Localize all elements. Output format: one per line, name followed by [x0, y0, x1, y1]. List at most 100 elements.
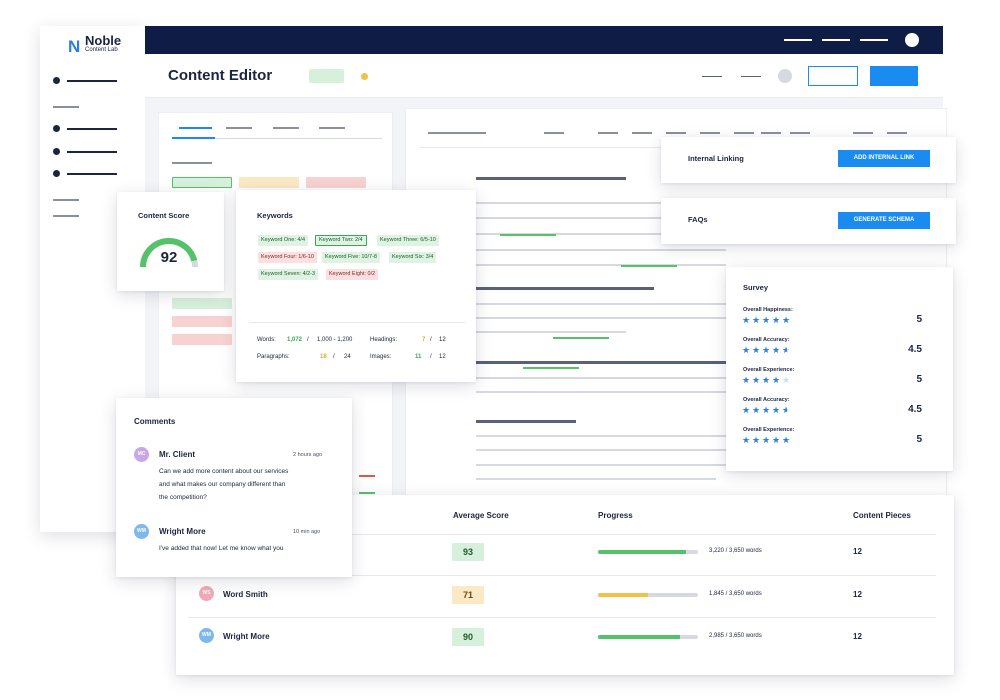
nav-bullet-icon — [53, 170, 60, 177]
toolbar-item[interactable] — [700, 132, 720, 134]
star-fill: ★ — [782, 346, 787, 355]
star-fill: ★ — [762, 346, 771, 355]
term-tag[interactable] — [239, 177, 299, 188]
stat-separator: / — [430, 354, 432, 360]
row-avatar: WS — [199, 586, 214, 601]
page-title: Content Editor — [168, 67, 273, 84]
keyword-chip[interactable]: Keyword Six: 3/4 — [389, 252, 437, 263]
tab[interactable] — [319, 127, 345, 129]
stat-separator: / — [333, 354, 335, 360]
stat-separator: / — [430, 337, 432, 343]
star-icon: ★ ★ — [772, 435, 781, 445]
term-tag[interactable] — [172, 298, 232, 309]
toolbar-item[interactable] — [790, 132, 810, 134]
secondary-button[interactable] — [808, 66, 858, 86]
topbar-link[interactable] — [784, 39, 812, 41]
sidebar-item-1[interactable] — [67, 80, 117, 82]
keyword-chip[interactable]: Keyword Eight: 0/2 — [326, 269, 379, 280]
tab[interactable] — [226, 127, 252, 129]
doc-heading — [476, 361, 726, 364]
profile-avatar[interactable] — [905, 33, 919, 47]
doc-text-line — [476, 377, 726, 379]
star-fill: ★ — [762, 316, 771, 325]
tab-active[interactable] — [179, 127, 212, 129]
toolbar-item[interactable] — [632, 132, 652, 134]
doc-text-line — [476, 449, 726, 451]
content-score-card: Content Score 92 — [117, 192, 224, 291]
star-icon: ★ ★ — [782, 435, 791, 445]
progress-fill — [598, 635, 680, 639]
headings-value: 7 — [422, 337, 426, 343]
row-name: Wright More — [223, 632, 270, 641]
keyword-chip[interactable]: Keyword Three: 6/5-10 — [377, 235, 439, 246]
header-link[interactable] — [741, 76, 761, 77]
star-fill: ★ — [762, 436, 771, 445]
images-value: 11 — [415, 354, 422, 360]
keyword-chip[interactable]: Keyword Five: 10/7-8 — [322, 252, 380, 263]
doc-text-line — [476, 217, 726, 219]
topbar-link[interactable] — [822, 39, 850, 41]
toolbar-item[interactable] — [428, 132, 486, 134]
star-fill: ★ — [742, 316, 751, 325]
comment-author: Wright More — [159, 527, 206, 536]
term-tag[interactable] — [306, 177, 366, 188]
words-label: Words: — [257, 337, 276, 343]
column-header-pieces[interactable]: Content Pieces — [853, 511, 911, 520]
doc-heading — [476, 177, 626, 180]
term-tag[interactable] — [172, 177, 232, 188]
column-header-score[interactable]: Average Score — [453, 511, 509, 520]
logo-icon: N — [68, 37, 81, 56]
content-score-value: 92 — [160, 249, 178, 266]
header-link[interactable] — [702, 76, 722, 77]
table-row[interactable] — [176, 621, 954, 657]
star-icon: ★ ★ — [742, 435, 751, 445]
sidebar-item-2[interactable] — [53, 106, 79, 108]
content-score-label: Content Score — [138, 211, 190, 220]
keyword-chip[interactable]: Keyword Seven: 4/2-3 — [258, 269, 319, 280]
sidebar-item-7[interactable] — [53, 215, 79, 217]
logo-name: Noble — [85, 33, 122, 48]
toolbar-item[interactable] — [887, 132, 907, 134]
keyword-chip[interactable]: Keyword Two: 2/4 — [315, 235, 367, 246]
keyword-chip[interactable]: Keyword One: 4/4 — [258, 235, 309, 246]
tab[interactable] — [273, 127, 299, 129]
star-fill: ★ — [782, 406, 787, 415]
toolbar-item[interactable] — [761, 132, 781, 134]
keywords-card: Keywords Words: 1,072 / 1,000 - 1,200 He… — [236, 190, 476, 382]
star-icon: ★ ★ — [762, 405, 771, 415]
star-fill: ★ — [752, 346, 761, 355]
paragraphs-target: 24 — [344, 354, 351, 360]
content-pieces-count: 12 — [853, 547, 862, 556]
generate-schema-button[interactable]: GENERATE SCHEMA — [838, 212, 930, 229]
toolbar-item[interactable] — [853, 132, 873, 134]
star-rating: ★ ★ ★ ★ ★ ★ ★ ★ ★ ★ — [742, 316, 791, 325]
faqs-label: FAQs — [688, 215, 708, 224]
nav-bullet-icon — [53, 125, 60, 132]
comment-text: I've added that now! Let me know what yo… — [159, 545, 284, 552]
table-row[interactable] — [176, 579, 954, 615]
sidebar-item-4[interactable] — [67, 151, 117, 153]
primary-button[interactable] — [870, 66, 918, 86]
toolbar-item[interactable] — [734, 132, 754, 134]
user-avatar[interactable] — [778, 69, 792, 83]
doc-text-line — [476, 435, 726, 437]
images-label: Images: — [370, 354, 392, 360]
faqs-card: FAQs GENERATE SCHEMA — [661, 198, 956, 244]
sidebar-item-6[interactable] — [53, 199, 79, 201]
section-label — [172, 162, 212, 164]
add-internal-link-button[interactable]: ADD INTERNAL LINK — [838, 150, 930, 167]
term-tag[interactable] — [172, 316, 232, 327]
toolbar-item[interactable] — [598, 132, 618, 134]
topbar-link[interactable] — [860, 39, 888, 41]
term-tag[interactable] — [172, 334, 232, 345]
toolbar-item[interactable] — [544, 132, 564, 134]
sidebar-item-5[interactable] — [67, 173, 117, 175]
toolbar-item[interactable] — [666, 132, 686, 134]
doc-text-line — [476, 464, 726, 466]
star-icon: ★ ★ — [742, 345, 751, 355]
star-rating: ★ ★ ★ ★ ★ ★ ★ ★ ★ ★ — [742, 346, 791, 355]
keyword-chip[interactable]: Keyword Four: 1/6-10 — [258, 252, 317, 263]
sidebar-item-3[interactable] — [67, 128, 117, 130]
paragraphs-label: Paragraphs: — [257, 354, 290, 360]
column-header-progress[interactable]: Progress — [598, 511, 633, 520]
